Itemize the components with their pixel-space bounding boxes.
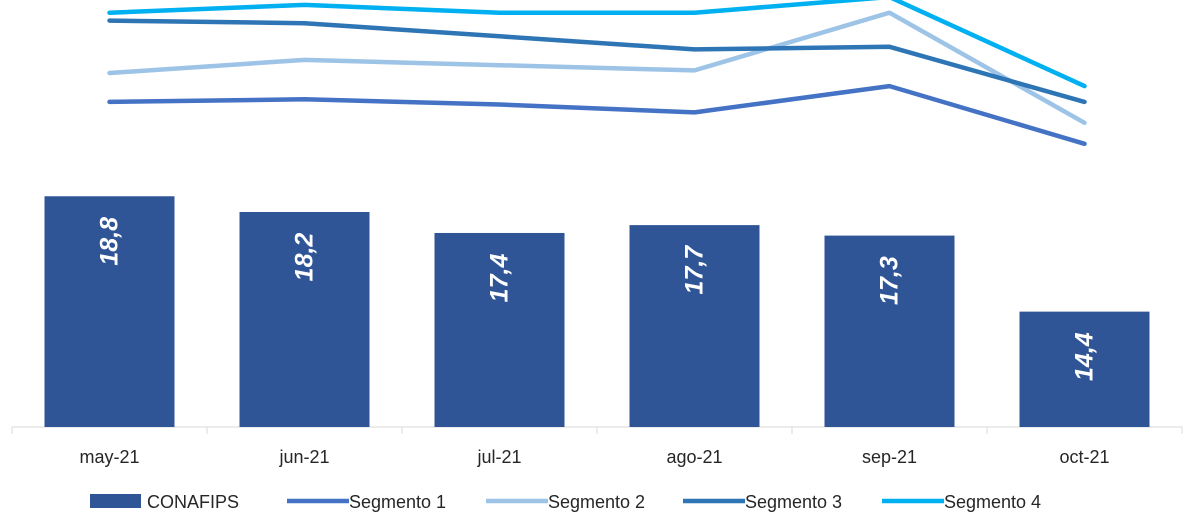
legend-label: Segmento 1	[349, 492, 446, 512]
x-tick-labels: may-21 jun-21 jul-21 ago-21 sep-21 oct-21	[79, 447, 1109, 467]
bar	[434, 232, 565, 427]
x-axis-ticks	[11, 427, 1183, 434]
bar	[44, 196, 175, 427]
bar-data-label: 14,4	[1071, 332, 1099, 381]
bar	[239, 211, 370, 427]
legend-label: CONAFIPS	[147, 492, 239, 512]
legend-swatch	[90, 494, 141, 508]
series-line	[107, 83, 1087, 147]
bar-data-label: 17,7	[681, 245, 709, 295]
legend-label: Segmento 2	[548, 492, 645, 512]
x-tick-label: may-21	[79, 447, 139, 467]
series-lines	[107, 0, 1087, 147]
bar	[824, 235, 955, 427]
bar-data-label: 17,4	[486, 254, 514, 303]
bar-data-label: 18,8	[95, 217, 123, 266]
x-tick-label: jun-21	[278, 447, 329, 467]
series-line	[107, 18, 1087, 105]
x-tick-label: jul-21	[476, 447, 521, 467]
legend-label: Segmento 4	[944, 492, 1041, 512]
x-tick-label: ago-21	[666, 447, 722, 467]
x-tick-label: oct-21	[1059, 447, 1109, 467]
bar-data-labels: 18,8 18,2 17,4 17,7 17,3 14,4	[95, 217, 1098, 381]
legend: CONAFIPS Segmento 1 Segmento 2 Segmento 3 Se…	[90, 492, 1041, 512]
bars	[44, 196, 1150, 427]
bar	[629, 225, 760, 427]
series-line	[107, 0, 1087, 89]
bar	[1019, 311, 1150, 427]
x-tick-label: sep-21	[862, 447, 917, 467]
bar-data-label: 17,3	[876, 256, 904, 305]
series-line	[107, 10, 1087, 126]
bar-data-label: 18,2	[291, 233, 319, 282]
legend-label: Segmento 3	[745, 492, 842, 512]
